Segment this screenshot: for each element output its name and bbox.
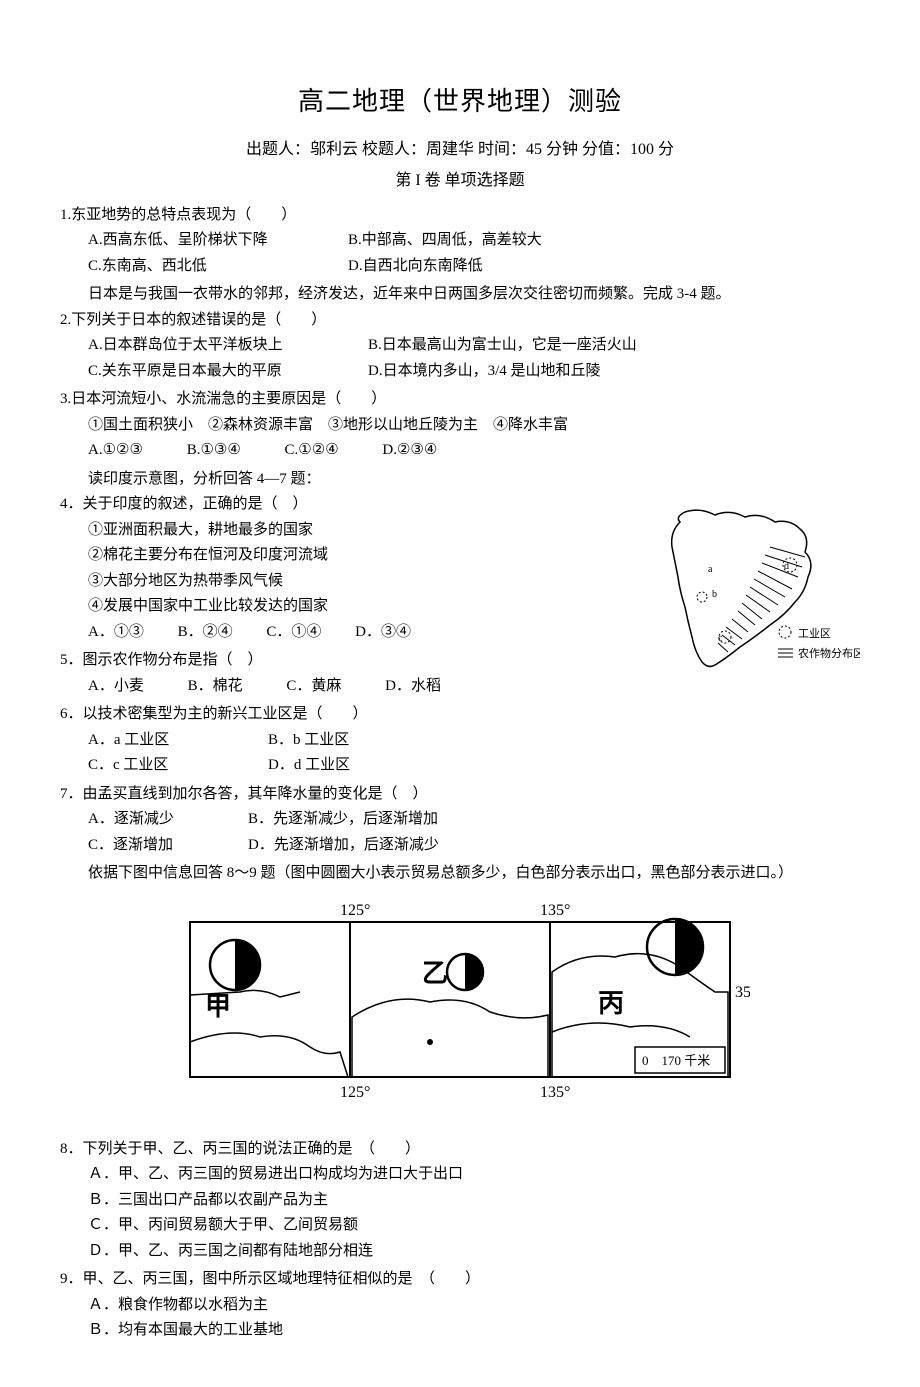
trade-map: 125° 135° 125° 135° 35° 甲 乙 丙 0 170 千米	[170, 897, 750, 1107]
india-label-d: d	[784, 561, 789, 572]
q3-items: ①国土面积狭小 ②森林资源丰富 ③地形以山地丘陵为主 ④降水丰富	[88, 413, 860, 439]
q2-opt-c: C.关东平原是日本最大的平原	[88, 359, 368, 385]
india-legend-1: 工业区	[798, 627, 831, 640]
q2-opt-a: A.日本群岛位于太平洋板块上	[88, 333, 368, 359]
q1-opt-b: B.中部高、四周低，高差较大	[348, 228, 608, 254]
q3-opt-a: A.①②③	[88, 438, 143, 464]
q3-stem: 3.日本河流短小、水流湍急的主要原因是（ ）	[60, 387, 860, 413]
q1-opt-a: A.西高东低、呈阶梯状下降	[88, 228, 348, 254]
q7-opt-a: A．逐渐减少	[88, 807, 248, 833]
india-legend-2: 农作物分布区	[798, 646, 860, 660]
question-8: 8．下列关于甲、乙、丙三国的说法正确的是 （ ） Ａ．甲、乙、丙三国的贸易进出口…	[60, 1137, 860, 1265]
trade-label-a: 甲	[205, 992, 231, 1021]
page-subtitle: 出题人：邬利云 校题人：周建华 时间：45 分钟 分值：100 分	[60, 136, 860, 163]
q3-opt-c: C.①②④	[285, 438, 339, 464]
question-9: 9．甲、乙、丙三国，图中所示区域地理特征相似的是 （ ） Ａ．粮食作物都以水稻为…	[60, 1267, 860, 1344]
q8-stem: 8．下列关于甲、乙、丙三国的说法正确的是 （ ）	[60, 1137, 860, 1163]
trade-scale: 0 170 千米	[642, 1053, 710, 1068]
q9-opt-a: Ａ．粮食作物都以水稻为主	[88, 1293, 860, 1319]
q1-stem: 1.东亚地势的总特点表现为（ ）	[60, 203, 860, 229]
q5-stem: 5．图示农作物分布是指（ ）	[60, 648, 620, 674]
question-2: 2.下列关于日本的叙述错误的是（ ） A.日本群岛位于太平洋板块上 B.日本最高…	[60, 308, 860, 385]
q4-opt-b: B．②④	[178, 620, 233, 646]
india-map: a b c d 工业区 农作物分布区	[630, 497, 860, 677]
q8-opt-b: Ｂ．三国出口产品都以农副产品为主	[88, 1188, 860, 1214]
q8-opt-c: Ｃ．甲、丙间贸易额大于甲、乙间贸易额	[88, 1213, 860, 1239]
q6-stem: 6．以技术密集型为主的新兴工业区是（ ）	[60, 702, 860, 728]
q7-stem: 7．由孟买直线到加尔各答，其年降水量的变化是（ ）	[60, 782, 860, 808]
q4-i3: ③大部分地区为热带季风气候	[88, 569, 620, 595]
q4-i2: ②棉花主要分布在恒河及印度河流域	[88, 543, 620, 569]
q6-opt-d: D．d 工业区	[268, 753, 350, 779]
q7-opt-d: D．先逐渐增加，后逐渐减少	[248, 833, 439, 859]
q6-opt-c: C．c 工业区	[88, 753, 268, 779]
question-3: 3.日本河流短小、水流湍急的主要原因是（ ） ①国土面积狭小 ②森林资源丰富 ③…	[60, 387, 860, 464]
trade-lon1-bot: 125°	[340, 1084, 370, 1101]
trade-lon2-top: 135°	[540, 902, 570, 919]
passage-2: 读印度示意图，分析回答 4—7 题：	[88, 467, 860, 493]
q3-opt-b: B.①③④	[187, 438, 241, 464]
q3-opt-d: D.②③④	[382, 438, 437, 464]
passage-3: 依据下图中信息回答 8～9 题（图中圆圈大小表示贸易总额多少，白色部分表示出口，…	[88, 861, 860, 887]
question-7: 7．由孟买直线到加尔各答，其年降水量的变化是（ ） A．逐渐减少 B．先逐渐减少…	[60, 782, 860, 859]
q2-opt-b: B.日本最高山为富士山，它是一座活火山	[368, 333, 637, 359]
trade-lon1-top: 125°	[340, 902, 370, 919]
trade-lat: 35°	[735, 984, 750, 1001]
q2-stem: 2.下列关于日本的叙述错误的是（ ）	[60, 308, 860, 334]
passage-1: 日本是与我国一衣带水的邻邦，经济发达，近年来中日两国多层次交往密切而频繁。完成 …	[88, 282, 860, 308]
q5-opt-a: A．小麦	[88, 674, 144, 700]
question-1: 1.东亚地势的总特点表现为（ ） A.西高东低、呈阶梯状下降 B.中部高、四周低…	[60, 203, 860, 280]
q5-opt-c: C．黄麻	[286, 674, 341, 700]
question-5: 5．图示农作物分布是指（ ） A．小麦 B．棉花 C．黄麻 D．水稻	[60, 648, 620, 699]
q9-stem: 9．甲、乙、丙三国，图中所示区域地理特征相似的是 （ ）	[60, 1267, 860, 1293]
q4-stem: 4．关于印度的叙述，正确的是（ ）	[60, 492, 620, 518]
q8-opt-d: Ｄ．甲、乙、丙三国之间都有陆地部分相连	[88, 1239, 860, 1265]
q8-opt-a: Ａ．甲、乙、丙三国的贸易进出口构成均为进口大于出口	[88, 1162, 860, 1188]
q4-i4: ④发展中国家中工业比较发达的国家	[88, 594, 620, 620]
q4-opt-a: A．①③	[88, 620, 144, 646]
q4-opt-c: C．①④	[266, 620, 321, 646]
question-6: 6．以技术密集型为主的新兴工业区是（ ） A．a 工业区 B．b 工业区 C．c…	[60, 702, 860, 779]
q5-opt-b: B．棉花	[188, 674, 243, 700]
india-label-a: a	[708, 564, 713, 575]
india-hatching	[718, 547, 805, 652]
q9-opt-b: Ｂ．均有本国最大的工业基地	[88, 1318, 860, 1344]
q1-opt-c: C.东南高、西北低	[88, 254, 348, 280]
section-title: 第 I 卷 单项选择题	[60, 167, 860, 194]
q2-opt-d: D.日本境内多山，3/4 是山地和丘陵	[368, 359, 601, 385]
trade-label-c: 丙	[598, 989, 624, 1018]
q6-opt-b: B．b 工业区	[268, 728, 349, 754]
india-label-c: c	[718, 633, 723, 644]
q7-opt-b: B．先逐渐减少，后逐渐增加	[248, 807, 438, 833]
page-title: 高二地理（世界地理）测验	[60, 80, 860, 124]
trade-lon2-bot: 135°	[540, 1084, 570, 1101]
q1-opt-d: D.自西北向东南降低	[348, 254, 608, 280]
india-label-b: b	[712, 589, 717, 600]
q5-opt-d: D．水稻	[385, 674, 441, 700]
q4-opt-d: D．③④	[355, 620, 411, 646]
q7-opt-c: C．逐渐增加	[88, 833, 248, 859]
question-4: 4．关于印度的叙述，正确的是（ ） ①亚洲面积最大，耕地最多的国家 ②棉花主要分…	[60, 492, 620, 645]
q6-opt-a: A．a 工业区	[88, 728, 268, 754]
q4-i1: ①亚洲面积最大，耕地最多的国家	[88, 518, 620, 544]
trade-label-b: 乙	[422, 959, 448, 988]
